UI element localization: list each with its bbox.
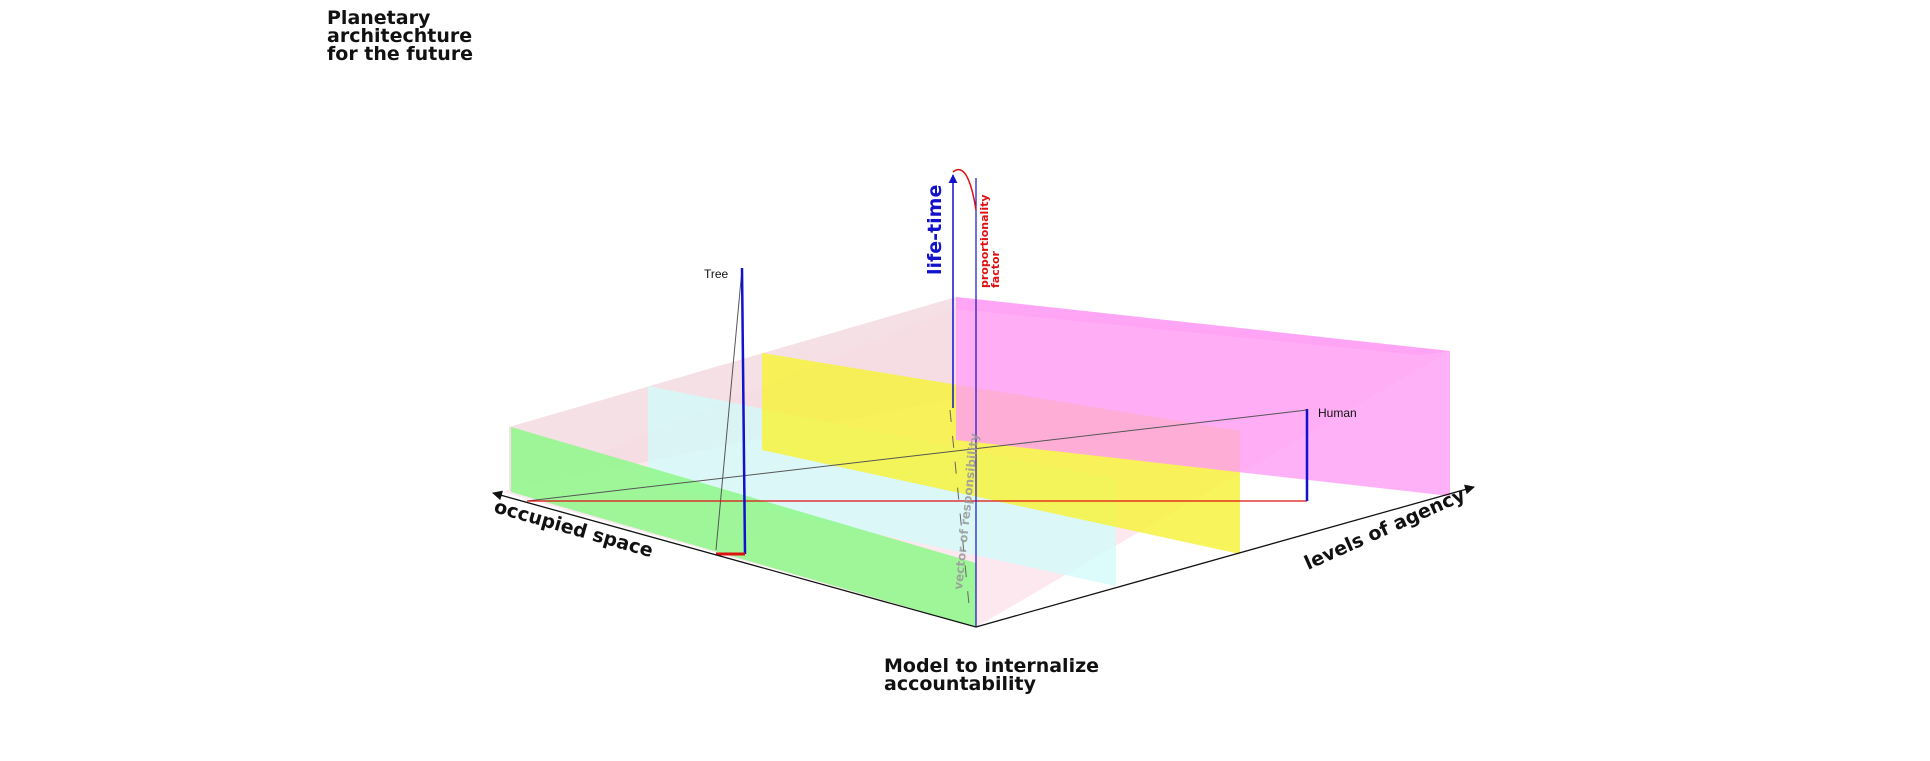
page-title-line-1: Planetary (327, 7, 431, 29)
page-title-line-3: for the future (327, 43, 474, 65)
proportionality-curve (952, 169, 977, 211)
tree-label: Tree (704, 267, 729, 281)
diagram-caption-line-1: Model to internalize (884, 655, 1100, 677)
tree-to-human-line (526, 409, 1308, 502)
responsibility-vector-line (949, 409, 971, 616)
levels-of-agency-axis (975, 484, 1475, 628)
human-label: Human (1318, 406, 1357, 420)
magenta-plane-front (956, 297, 1450, 496)
proportionality-label-line-1: proportionality (978, 194, 991, 288)
magenta-plane-top (956, 297, 1450, 355)
page-title: Planetary architechture for the future (327, 7, 647, 65)
page-title-line-2: architechture (327, 25, 473, 47)
occupied-space-axis (492, 490, 977, 628)
diagram-caption-line-2: accountability (884, 673, 1036, 695)
proportionality-label-line-2: factor (989, 250, 1002, 288)
tree-diagonal-line (715, 268, 743, 551)
back-wall-plane (509, 297, 956, 490)
yellow-plane (762, 353, 1240, 554)
tree-lifetime-bar (740, 267, 747, 555)
life-time-label: life-time (924, 185, 946, 275)
diagram-caption: Model to internalize accountability (884, 655, 1204, 695)
